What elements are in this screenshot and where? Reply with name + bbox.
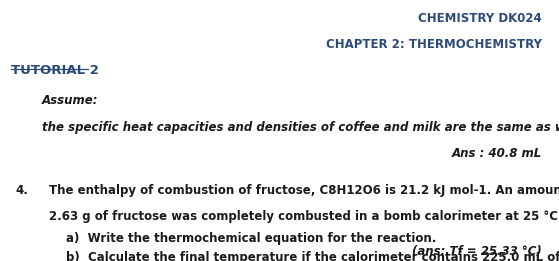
Text: CHAPTER 2: THERMOCHEMISTRY: CHAPTER 2: THERMOCHEMISTRY <box>326 38 542 51</box>
Text: Assume:: Assume: <box>42 94 98 108</box>
Text: Ans : 40.8 mL: Ans : 40.8 mL <box>452 147 542 161</box>
Text: The enthalpy of combustion of fructose, C8H12O6 is 21.2 kJ mol-1. An amount of: The enthalpy of combustion of fructose, … <box>49 184 559 197</box>
Text: b)  Calculate the final temperature if the calorimeter contains 225.0 mL of wate: b) Calculate the final temperature if th… <box>66 251 559 261</box>
Text: TUTORIAL 2: TUTORIAL 2 <box>11 64 99 77</box>
Text: 2.63 g of fructose was completely combusted in a bomb calorimeter at 25 °C.: 2.63 g of fructose was completely combus… <box>49 210 559 223</box>
Text: CHEMISTRY DK024: CHEMISTRY DK024 <box>419 12 542 25</box>
Text: a)  Write the thermochemical equation for the reaction.: a) Write the thermochemical equation for… <box>66 232 437 245</box>
Text: (ans: Tf = 25.33 °C): (ans: Tf = 25.33 °C) <box>413 245 542 258</box>
Text: 4.: 4. <box>16 184 29 197</box>
Text: the specific heat capacities and densities of coffee and milk are the same as wa: the specific heat capacities and densiti… <box>42 121 559 134</box>
